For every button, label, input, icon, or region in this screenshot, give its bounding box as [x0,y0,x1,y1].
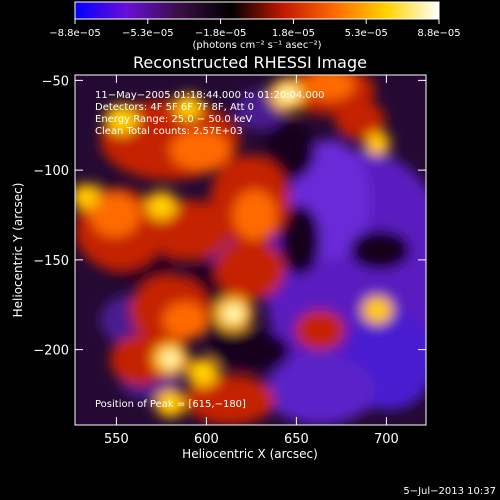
colorbar-tick-label: −8.8e−05 [49,28,101,39]
y-tick-label: −100 [33,164,69,179]
annotation-detectors: Detectors: 4F 5F 6F 7F 8F, Att 0 [95,102,254,113]
y-axis-title: Heliocentric Y (arcsec) [11,183,25,318]
colorbar-gradient [74,1,440,20]
x-axis-ticks: 550 600 650 700 [104,75,399,447]
y-tick-label: −200 [33,344,69,359]
annotation-energy-range: Energy Range: 25.0 − 50.0 keV [95,114,252,125]
bright-source [371,138,384,149]
plot-frame [74,74,427,426]
dark-structure [210,330,290,370]
orange-emission [233,190,277,240]
x-tick-label: 700 [374,432,399,447]
y-tick-label: −150 [33,254,69,269]
bright-source [153,198,170,214]
bright-source [278,86,297,103]
intensity-map [75,75,426,425]
x-tick-label: 550 [104,432,129,447]
orange-emission [163,302,207,338]
bright-source [194,365,211,381]
dark-structure [280,205,320,275]
colorbar-tick-label: 1.8e−05 [272,28,315,39]
orange-emission [170,130,230,170]
peak-position-label: Position of Peak = [615,−180] [95,399,246,410]
colorbar-tick-label: −1.8e−05 [195,28,247,39]
dark-structure [265,120,315,180]
colorbar: −8.8e−05 −5.3e−05 −1.8e−05 1.8e−05 5.3e−05 8.… [49,1,461,51]
red-emission [295,310,345,350]
colorbar-tick-label: −5.3e−05 [122,28,174,39]
dark-structure [350,230,410,270]
x-axis-title: Heliocentric X (arcsec) [182,447,318,461]
x-tick-label: 600 [194,432,219,447]
colorbar-ticks [74,19,440,24]
observation-annotations: 11−May−2005 01:18:44.000 to 01:20:04.000… [95,90,325,137]
colorbar-unit-label: (photons cm⁻² s⁻¹ asec⁻²) [192,40,321,51]
colorbar-tick-labels: −8.8e−05 −5.3e−05 −1.8e−05 1.8e−05 5.3e−05 8.… [49,28,460,39]
bright-source [163,396,178,411]
bright-source [78,190,93,204]
red-emission [215,240,285,300]
colorbar-tick-label: 8.8e−05 [417,28,460,39]
bright-source [161,350,180,367]
colorbar-tick-label: 5.3e−05 [345,28,388,39]
orange-emission [90,193,140,237]
red-emission [335,100,385,140]
x-tick-label: 650 [284,432,309,447]
orange-emission [305,75,355,100]
chart-title: Reconstructed RHESSI Image [133,53,367,72]
bright-source [223,304,244,323]
y-tick-label: −50 [42,74,69,89]
y-axis-ticks: −50 −100 −150 −200 [33,74,426,359]
bright-source [370,303,385,317]
blue-region [265,355,375,425]
footer-timestamp: 5−Jul−2013 10:37 [403,486,496,497]
bright-source [113,112,131,128]
annotation-time-range: 11−May−2005 01:18:44.000 to 01:20:04.000 [95,90,325,101]
bright-source [181,101,196,114]
red-emission [110,335,170,385]
image-area [75,75,426,425]
red-emission [185,375,275,425]
annotation-clean-counts: Clean Total counts: 2.57E+03 [95,126,243,137]
